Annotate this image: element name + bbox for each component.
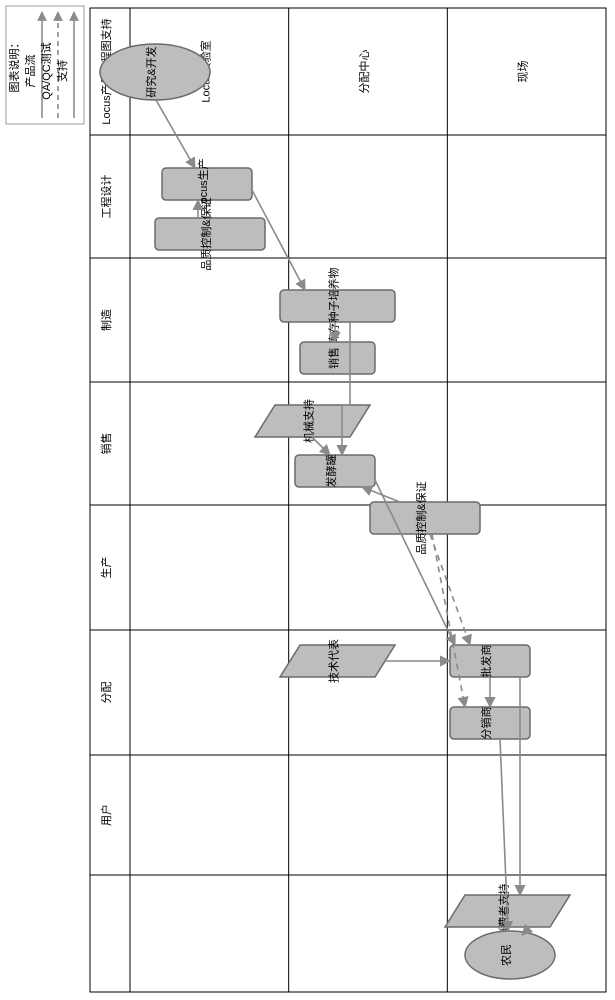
svg-text:QA/QC测试: QA/QC测试 xyxy=(40,42,53,99)
svg-text:品质控制&保证: 品质控制&保证 xyxy=(199,197,213,270)
node-stock: 库存种子培养物 xyxy=(280,268,395,345)
node-wholesaler: 批发商 xyxy=(450,645,530,678)
swimlane-grid: Locus产品流程图支持工程设计制造销售生产分配用户Locus实验室分配中心现场 xyxy=(90,8,606,992)
legend: 图表说明：产品流QA/QC测试支持 xyxy=(6,6,84,124)
svg-text:发酵罐: 发酵罐 xyxy=(324,455,338,488)
node-techrep: 技术代表 xyxy=(280,639,395,683)
svg-text:研究&开发: 研究&开发 xyxy=(144,46,158,97)
svg-text:技术代表: 技术代表 xyxy=(327,639,341,683)
svg-text:现场: 现场 xyxy=(516,61,530,83)
svg-text:品质控制&保证: 品质控制&保证 xyxy=(414,481,428,554)
svg-text:工程设计: 工程设计 xyxy=(100,175,113,219)
node-rd: 研究&开发 xyxy=(100,44,210,100)
node-distrib: 分销商 xyxy=(450,707,530,740)
svg-text:批发商: 批发商 xyxy=(479,645,493,678)
node-farmer: 农民 xyxy=(465,931,555,979)
svg-text:分销商: 分销商 xyxy=(479,707,493,740)
svg-text:生产: 生产 xyxy=(99,557,113,579)
svg-text:产品流: 产品流 xyxy=(23,55,37,88)
node-mech: 机械支持 xyxy=(255,399,370,443)
svg-text:图表说明：: 图表说明： xyxy=(7,38,21,93)
svg-text:库存种子培养物: 库存种子培养物 xyxy=(327,268,341,345)
svg-text:销售: 销售 xyxy=(99,433,113,455)
svg-text:机械支持: 机械支持 xyxy=(302,399,316,443)
svg-text:制造: 制造 xyxy=(99,309,113,331)
node-sales: 销售 xyxy=(300,342,375,374)
svg-text:销售: 销售 xyxy=(327,347,341,369)
svg-text:农民: 农民 xyxy=(499,944,513,966)
nodes: 研究&开发Locus生产品质控制&保证库存种子培养物销售机械支持发酵罐品质控制&… xyxy=(100,44,570,979)
flowchart: Locus产品流程图支持工程设计制造销售生产分配用户Locus实验室分配中心现场… xyxy=(0,0,615,1000)
svg-text:分配中心: 分配中心 xyxy=(358,50,371,94)
svg-text:支持: 支持 xyxy=(55,60,69,82)
svg-text:分配: 分配 xyxy=(100,682,113,704)
node-qc1: 品质控制&保证 xyxy=(155,197,265,270)
svg-text:用户: 用户 xyxy=(99,804,113,826)
node-ferment: 发酵罐 xyxy=(295,455,375,488)
node-qc2: 品质控制&保证 xyxy=(370,481,480,554)
